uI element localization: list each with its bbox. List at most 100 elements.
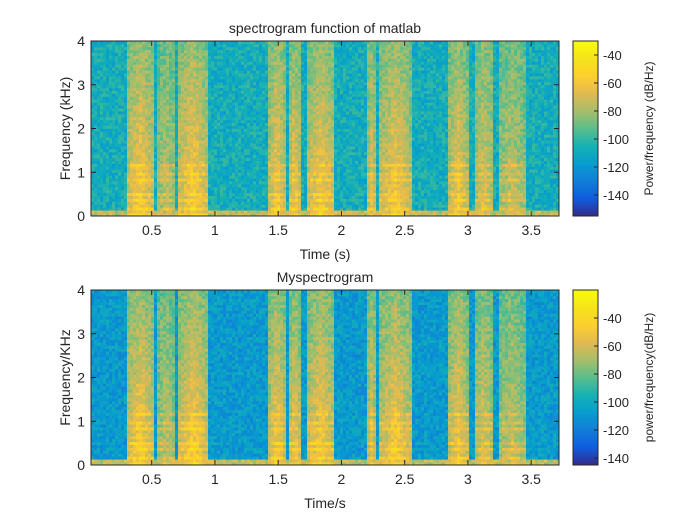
heatmap-cell	[190, 76, 194, 80]
heatmap-cell	[283, 213, 287, 217]
heatmap-cell	[328, 154, 332, 159]
heatmap-cell	[181, 148, 185, 153]
heatmap-cell	[247, 105, 251, 109]
heatmap-cell	[319, 116, 323, 121]
heatmap-cell	[322, 52, 326, 56]
heatmap-cell	[166, 70, 170, 74]
heatmap-cell	[163, 186, 167, 191]
heatmap-cell	[163, 169, 167, 173]
heatmap-cell	[139, 137, 143, 141]
heatmap-cell	[145, 125, 149, 129]
heatmap-cell	[268, 169, 272, 173]
heatmap-cell	[157, 140, 161, 144]
heatmap-cell	[151, 64, 155, 68]
heatmap-cell	[127, 169, 131, 173]
heatmap-cell	[313, 210, 317, 214]
heatmap-cell	[313, 151, 317, 156]
heatmap-cell	[238, 195, 242, 199]
heatmap-cell	[316, 105, 320, 109]
heatmap-cell	[169, 93, 173, 97]
heatmap-cell	[265, 64, 269, 68]
heatmap-cell	[304, 111, 308, 115]
heatmap-cell	[238, 119, 242, 124]
heatmap-cell	[157, 213, 161, 217]
heatmap-cell	[205, 52, 209, 56]
heatmap-cell	[160, 105, 164, 109]
heatmap-cell	[328, 81, 332, 86]
heatmap-cell	[136, 113, 140, 118]
heatmap-cell	[241, 119, 245, 124]
heatmap-cell	[196, 201, 200, 205]
heatmap-cell	[214, 210, 218, 214]
heatmap-cell	[91, 67, 95, 71]
heatmap-cell	[184, 76, 188, 80]
heatmap-cell	[97, 105, 101, 109]
heatmap-cell	[91, 207, 95, 211]
heatmap-cell	[166, 81, 170, 86]
heatmap-cell	[130, 204, 134, 208]
heatmap-cell	[199, 131, 203, 135]
heatmap-cell	[91, 113, 95, 118]
heatmap-cell	[94, 183, 98, 188]
heatmap-cell	[316, 210, 320, 214]
heatmap-cell	[166, 49, 170, 54]
heatmap-cell	[292, 143, 296, 147]
heatmap-cell	[301, 49, 305, 54]
heatmap-cell	[154, 84, 158, 89]
heatmap-cell	[94, 146, 98, 150]
heatmap-cell	[121, 73, 125, 77]
heatmap-cell	[190, 192, 194, 196]
heatmap-cell	[250, 116, 254, 121]
heatmap-cell	[238, 189, 242, 194]
heatmap-cell	[127, 157, 131, 161]
heatmap-cell	[172, 163, 176, 167]
heatmap-cell	[334, 134, 338, 138]
heatmap-cell	[175, 175, 179, 179]
heatmap-cell	[274, 175, 278, 179]
heatmap-cell	[337, 178, 341, 182]
heatmap-cell	[172, 49, 176, 54]
heatmap-cell	[148, 43, 152, 48]
heatmap-cell	[190, 113, 194, 118]
heatmap-cell	[145, 181, 149, 185]
heatmap-cell	[133, 73, 137, 77]
heatmap-cell	[136, 172, 140, 176]
heatmap-cell	[190, 125, 194, 129]
heatmap-cell	[277, 128, 281, 132]
heatmap-cell	[136, 76, 140, 80]
heatmap-cell	[157, 146, 161, 150]
heatmap-cell	[139, 128, 143, 132]
heatmap-cell	[280, 140, 284, 144]
heatmap-cell	[244, 96, 248, 100]
heatmap-cell	[139, 169, 143, 173]
heatmap-cell	[217, 116, 221, 121]
heatmap-cell	[262, 134, 266, 138]
heatmap-cell	[223, 178, 227, 182]
heatmap-cell	[181, 111, 185, 115]
heatmap-cell	[169, 87, 173, 91]
heatmap-cell	[118, 49, 122, 54]
heatmap-cell	[94, 61, 98, 65]
heatmap-cell	[238, 160, 242, 164]
heatmap-cell	[163, 67, 167, 71]
heatmap-cell	[178, 198, 182, 202]
heatmap-cell	[238, 96, 242, 100]
heatmap-cell	[322, 96, 326, 100]
heatmap-cell	[187, 113, 191, 118]
heatmap-cell	[112, 99, 116, 103]
heatmap-cell	[271, 99, 275, 103]
heatmap-cell	[169, 163, 173, 167]
heatmap-cell	[154, 213, 158, 217]
heatmap-cell	[262, 81, 266, 86]
heatmap-cell	[115, 204, 119, 208]
heatmap-cell	[199, 81, 203, 86]
heatmap-cell	[286, 102, 290, 106]
heatmap-cell	[217, 198, 221, 202]
heatmap-cell	[322, 201, 326, 205]
heatmap-cell	[316, 189, 320, 194]
heatmap-cell	[319, 128, 323, 132]
heatmap-cell	[205, 189, 209, 194]
heatmap-cell	[196, 46, 200, 51]
heatmap-cell	[223, 181, 227, 185]
heatmap-cell	[115, 157, 119, 161]
